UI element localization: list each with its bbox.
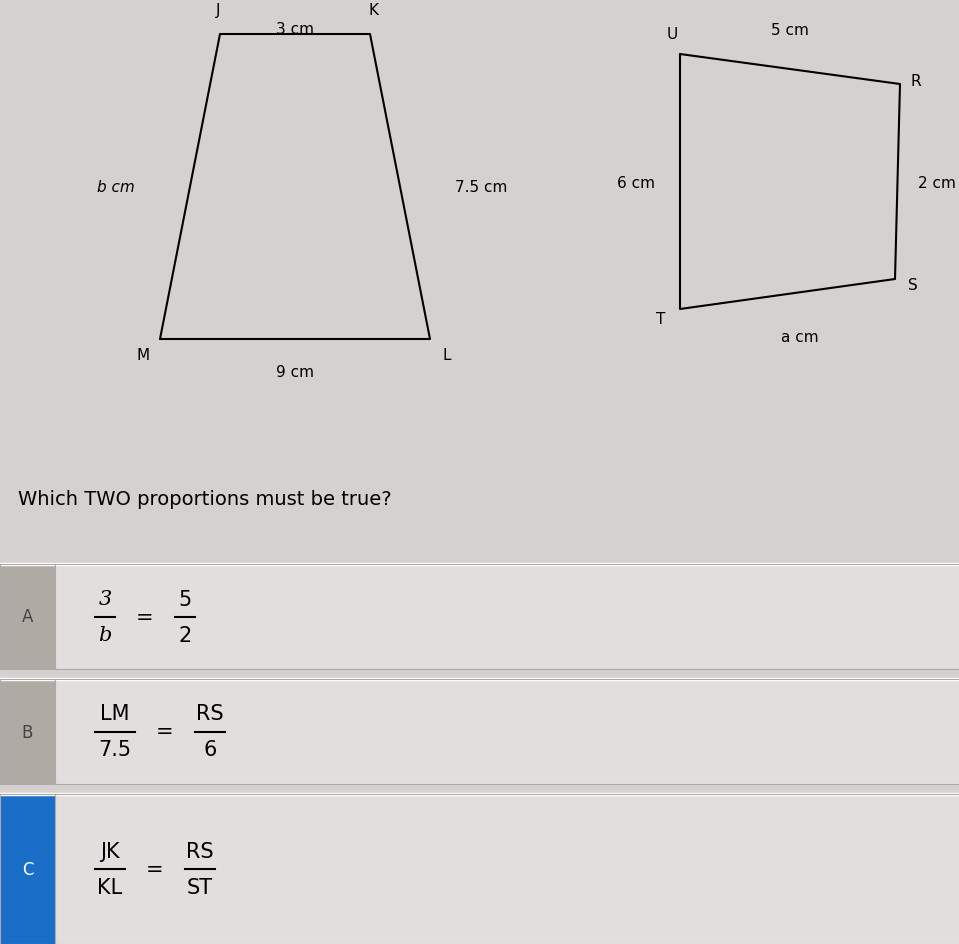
Text: S: S <box>908 278 918 293</box>
Bar <box>0 565 55 669</box>
Text: 7.5 cm: 7.5 cm <box>455 180 507 195</box>
Text: =: = <box>156 722 174 742</box>
Text: 5: 5 <box>178 589 192 609</box>
Text: J: J <box>216 3 221 18</box>
Text: RS: RS <box>186 841 214 861</box>
Text: 9 cm: 9 cm <box>276 364 314 379</box>
Bar <box>0 565 959 669</box>
Text: RS: RS <box>197 704 223 724</box>
Bar <box>0 680 959 784</box>
Text: C: C <box>22 860 34 878</box>
Text: K: K <box>368 3 378 18</box>
Text: 6 cm: 6 cm <box>617 176 655 191</box>
Text: LM: LM <box>101 704 129 724</box>
Text: M: M <box>137 347 150 362</box>
Text: 7.5: 7.5 <box>99 740 131 760</box>
Text: 3 cm: 3 cm <box>276 22 314 37</box>
Text: b: b <box>99 625 111 645</box>
Text: T: T <box>656 312 665 328</box>
Text: 3: 3 <box>99 589 111 608</box>
Text: a cm: a cm <box>782 329 819 345</box>
Text: U: U <box>667 27 678 42</box>
Text: 6: 6 <box>203 740 217 760</box>
Text: =: = <box>146 859 164 879</box>
Text: L: L <box>442 347 451 362</box>
Text: b cm: b cm <box>97 180 135 195</box>
Text: B: B <box>22 723 34 741</box>
Bar <box>0 794 959 944</box>
Text: 2 cm: 2 cm <box>918 176 956 191</box>
Bar <box>0 794 55 944</box>
Bar <box>0 680 55 784</box>
Text: JK: JK <box>100 841 120 861</box>
Text: ST: ST <box>187 877 213 897</box>
Text: 2: 2 <box>178 625 192 645</box>
Text: A: A <box>22 608 34 626</box>
Text: =: = <box>136 607 153 627</box>
Text: Which TWO proportions must be true?: Which TWO proportions must be true? <box>18 490 391 509</box>
Text: KL: KL <box>98 877 123 897</box>
Text: 5 cm: 5 cm <box>771 23 809 38</box>
Text: R: R <box>910 75 921 90</box>
